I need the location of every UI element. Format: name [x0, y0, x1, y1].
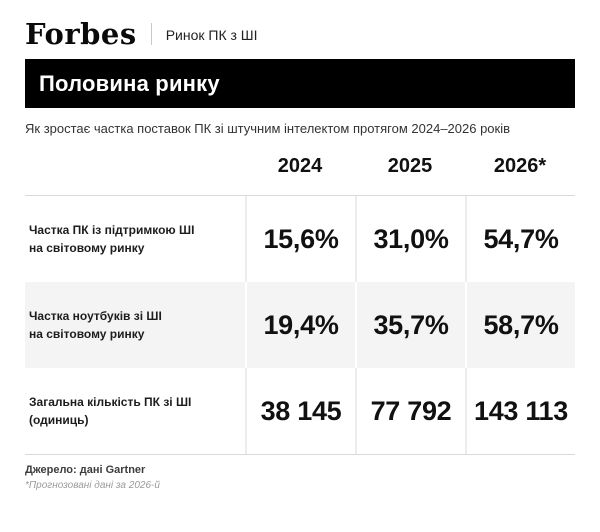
- row-label-line2: (одиниць): [29, 413, 89, 427]
- row-value: 38 145: [245, 368, 355, 454]
- row-value: 31,0%: [355, 196, 465, 282]
- table-header-row: 2024 2025 2026*: [25, 138, 575, 195]
- row-label-line2: на світовому ринку: [29, 241, 145, 255]
- page-title: Половина ринку: [39, 70, 220, 96]
- row-label: Частка ПК із підтримкою ШІ на світовому р…: [25, 196, 245, 282]
- data-table: 2024 2025 2026* Частка ПК із підтримкою …: [25, 138, 575, 455]
- row-label-line1: Загальна кількість ПК зі ШІ: [29, 395, 192, 409]
- column-header-2026: 2026*: [493, 155, 547, 177]
- footer: Джерело: дані Gartner *Прогнозовані дані…: [25, 464, 575, 491]
- chart-subtitle: Як зростає частка поставок ПК зі штучним…: [25, 121, 511, 136]
- row-value: 58,7%: [465, 282, 575, 368]
- table-row: Частка ПК із підтримкою ШІ на світовому р…: [25, 196, 575, 282]
- table-body: Частка ПК із підтримкою ШІ на світовому р…: [25, 195, 575, 455]
- title-bar: Половина ринку: [25, 59, 575, 108]
- row-label: Частка ноутбуків зі ШІ на світовому ринку: [25, 282, 245, 368]
- forbes-logo: Forbes: [25, 17, 137, 51]
- row-label: Загальна кількість ПК зі ШІ (одиниць): [25, 368, 245, 454]
- row-value: 35,7%: [355, 282, 465, 368]
- row-value: 19,4%: [245, 282, 355, 368]
- row-value: 15,6%: [245, 196, 355, 282]
- column-header-2025: 2025: [387, 155, 433, 177]
- infographic-page: Forbes Ринок ПК з ШІ Половина ринку Як з…: [25, 17, 575, 491]
- row-value: 143 113: [465, 368, 575, 454]
- row-label-line1: Частка ноутбуків зі ШІ: [29, 309, 162, 323]
- masthead-divider: [150, 23, 152, 45]
- masthead: Forbes Ринок ПК з ШІ: [25, 17, 575, 51]
- masthead-tagline: Ринок ПК з ШІ: [165, 27, 258, 43]
- column-header-2024: 2024: [277, 155, 323, 177]
- row-value: 77 792: [355, 368, 465, 454]
- table-row: Частка ноутбуків зі ШІ на світовому ринку…: [25, 282, 575, 368]
- table-row: Загальна кількість ПК зі ШІ (одиниць) 38 1…: [25, 368, 575, 454]
- row-label-line1: Частка ПК із підтримкою ШІ: [29, 223, 195, 237]
- source-note: Джерело: дані Gartner: [25, 464, 146, 476]
- row-label-line2: на світовому ринку: [29, 327, 145, 341]
- forecast-footnote: *Прогнозовані дані за 2026-й: [25, 480, 160, 491]
- row-value: 54,7%: [465, 196, 575, 282]
